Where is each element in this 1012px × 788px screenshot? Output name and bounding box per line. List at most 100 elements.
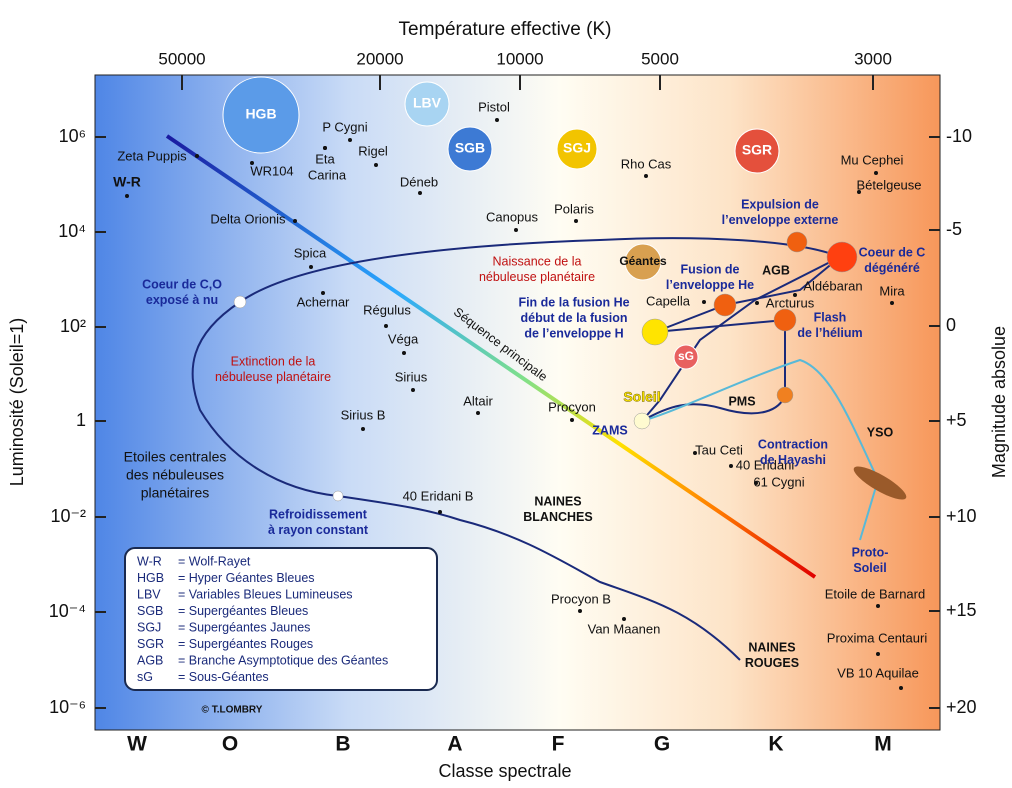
spectral-class: M <box>874 733 892 756</box>
star-label: Van Maanen <box>588 621 661 636</box>
star <box>384 324 388 328</box>
annotation: YSO <box>867 425 894 439</box>
star <box>754 481 758 485</box>
star-label: Procyon B <box>551 591 611 606</box>
annotation: dégénéré <box>864 261 920 275</box>
legend-abbr: W-R <box>137 554 162 568</box>
star-label: Canopus <box>486 209 539 224</box>
star-label: Véga <box>388 331 419 346</box>
annotation: NAINES <box>748 640 795 654</box>
left-tick-label: 10⁴ <box>58 221 86 241</box>
credit: © T.LOMBRY <box>202 705 263 716</box>
star-label: Rho Cas <box>621 156 672 171</box>
star <box>476 411 480 415</box>
right-tick-label: +15 <box>946 600 977 620</box>
legend-abbr: AGB <box>137 653 163 667</box>
bubble <box>556 128 598 170</box>
star <box>323 146 327 150</box>
legend-text: = Sous-Géantes <box>178 670 269 684</box>
star-marker <box>773 308 797 332</box>
star-label: Etoile de Barnard <box>825 586 925 601</box>
star <box>321 291 325 295</box>
bubble-label: sG <box>678 349 694 363</box>
star-label: Bételgeuse <box>856 177 921 192</box>
annotation: de l’hélium <box>797 326 862 340</box>
right-tick-label: +10 <box>946 506 977 526</box>
annotation: BLANCHES <box>523 510 592 524</box>
bubble-label: HGB <box>245 106 276 122</box>
star-marker <box>713 293 737 317</box>
left-tick-label: 10⁻² <box>50 506 86 526</box>
star <box>876 652 880 656</box>
star <box>348 138 352 142</box>
star-label: Eta <box>315 151 335 166</box>
legend-abbr: SGR <box>137 637 164 651</box>
annotation: de l’enveloppe H <box>524 326 623 340</box>
star <box>361 427 365 431</box>
star <box>644 174 648 178</box>
star <box>293 219 297 223</box>
star-label: Mira <box>879 283 905 298</box>
star <box>622 617 626 621</box>
star <box>729 464 733 468</box>
star-label: Mu Cephei <box>841 152 904 167</box>
annotation: Refroidissement <box>269 507 368 521</box>
annotation: Fin de la fusion He <box>518 295 629 309</box>
star <box>309 265 313 269</box>
star-label: Altair <box>463 393 493 408</box>
bubble <box>404 81 450 127</box>
star-label: Capella <box>646 293 691 308</box>
star-label: Polaris <box>554 201 594 216</box>
star <box>402 351 406 355</box>
star-label: Delta Orionis <box>210 211 286 226</box>
legend-text: = Supergéantes Bleues <box>178 604 308 618</box>
star-label: Tau Ceti <box>695 442 743 457</box>
bubble <box>222 76 300 154</box>
star-marker <box>633 412 651 430</box>
star <box>578 609 582 613</box>
legend-text: = Supergéantes Jaunes <box>178 620 310 634</box>
left-tick-label: 1 <box>76 410 86 430</box>
right-tick-label: -5 <box>946 219 962 239</box>
annotation: nébuleuse planétaire <box>479 270 595 284</box>
legend-abbr: HGB <box>137 571 164 585</box>
annotation: de Hayashi <box>760 453 826 467</box>
star <box>574 219 578 223</box>
legend-abbr: sG <box>137 670 153 684</box>
bubble-label: SGJ <box>563 140 591 156</box>
star-marker <box>826 241 858 273</box>
annotation: Proto- <box>852 545 889 559</box>
annotation: Fusion de <box>680 262 739 276</box>
star-marker <box>233 295 247 309</box>
bubble <box>734 128 780 174</box>
star <box>874 171 878 175</box>
annotation: Soleil <box>853 561 886 575</box>
star <box>374 163 378 167</box>
star-marker <box>786 231 808 253</box>
star <box>793 293 797 297</box>
bubble <box>624 243 662 281</box>
axis-title: Magnitude absolue <box>989 326 1009 478</box>
star-label: Procyon <box>548 399 596 414</box>
annotation: nébuleuse planétaire <box>215 370 331 384</box>
star <box>899 686 903 690</box>
annotation: l’enveloppe externe <box>722 213 839 227</box>
star-label: Spica <box>294 245 327 260</box>
legend-text: = Variables Bleues Lumineuses <box>178 587 353 601</box>
star <box>693 451 697 455</box>
legend-text: = Hyper Géantes Bleues <box>178 571 315 585</box>
axis-title: Classe spectrale <box>438 761 571 781</box>
annotation: Coeur de C <box>859 245 926 259</box>
legend-abbr: LBV <box>137 587 161 601</box>
axis-title: Température effective (K) <box>399 19 612 40</box>
left-tick-label: 10⁶ <box>59 126 86 146</box>
star <box>702 300 706 304</box>
annotation: ROUGES <box>745 656 799 670</box>
star-label: Proxima Centauri <box>827 630 928 645</box>
axis-title: Luminosité (Soleil=1) <box>7 318 27 487</box>
star-label: 40 Eridani <box>736 457 795 472</box>
bubble <box>447 126 493 172</box>
star-marker <box>641 318 669 346</box>
star <box>570 418 574 422</box>
